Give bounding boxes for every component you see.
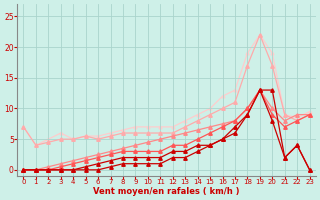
X-axis label: Vent moyen/en rafales ( km/h ): Vent moyen/en rafales ( km/h ) <box>93 187 240 196</box>
